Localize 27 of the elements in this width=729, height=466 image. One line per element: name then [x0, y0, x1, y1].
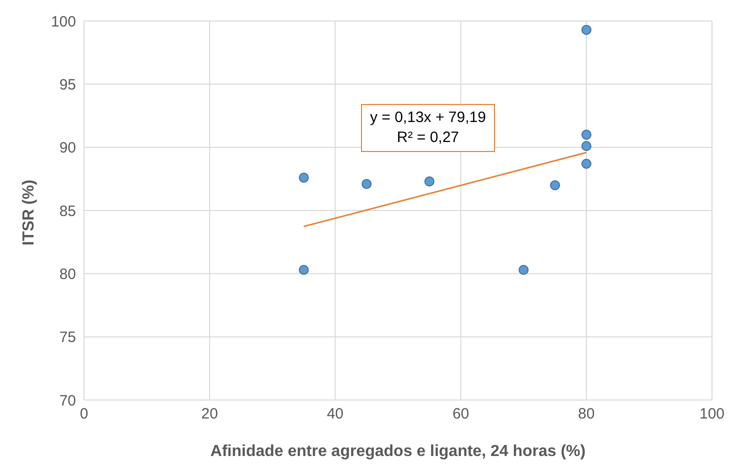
y-tick-label: 75 [59, 329, 76, 346]
x-tick-label: 60 [452, 406, 470, 423]
x-tick-label: 40 [326, 406, 344, 423]
point [581, 158, 592, 169]
point [298, 172, 309, 183]
x-tick-label: 100 [699, 406, 725, 423]
y-tick-label: 70 [59, 392, 76, 410]
point [581, 24, 592, 35]
y-tick-label: 90 [59, 140, 76, 157]
y-axis-title: ITSR (%) [20, 180, 38, 246]
y-tick-label: 95 [59, 76, 76, 94]
x-tick-label: 20 [201, 406, 218, 423]
x-tick-label: 0 [80, 406, 88, 423]
y-tick-label: 80 [59, 266, 76, 283]
annotation: R² = 0,27 [396, 128, 460, 148]
point [424, 176, 434, 186]
point [298, 264, 309, 275]
y-tick-label: 85 [59, 202, 76, 220]
point [550, 180, 560, 190]
point [581, 141, 592, 152]
y-tick-label: 100 [50, 13, 76, 30]
x-axis-title: Afinidade entre agregados e ligante, 24 horas (%) [210, 443, 586, 460]
point [362, 178, 372, 189]
point [581, 130, 592, 140]
point [518, 264, 529, 275]
x-tick-label: 80 [578, 406, 595, 423]
annotation: y = 0,13x + 79,19 [370, 108, 486, 128]
